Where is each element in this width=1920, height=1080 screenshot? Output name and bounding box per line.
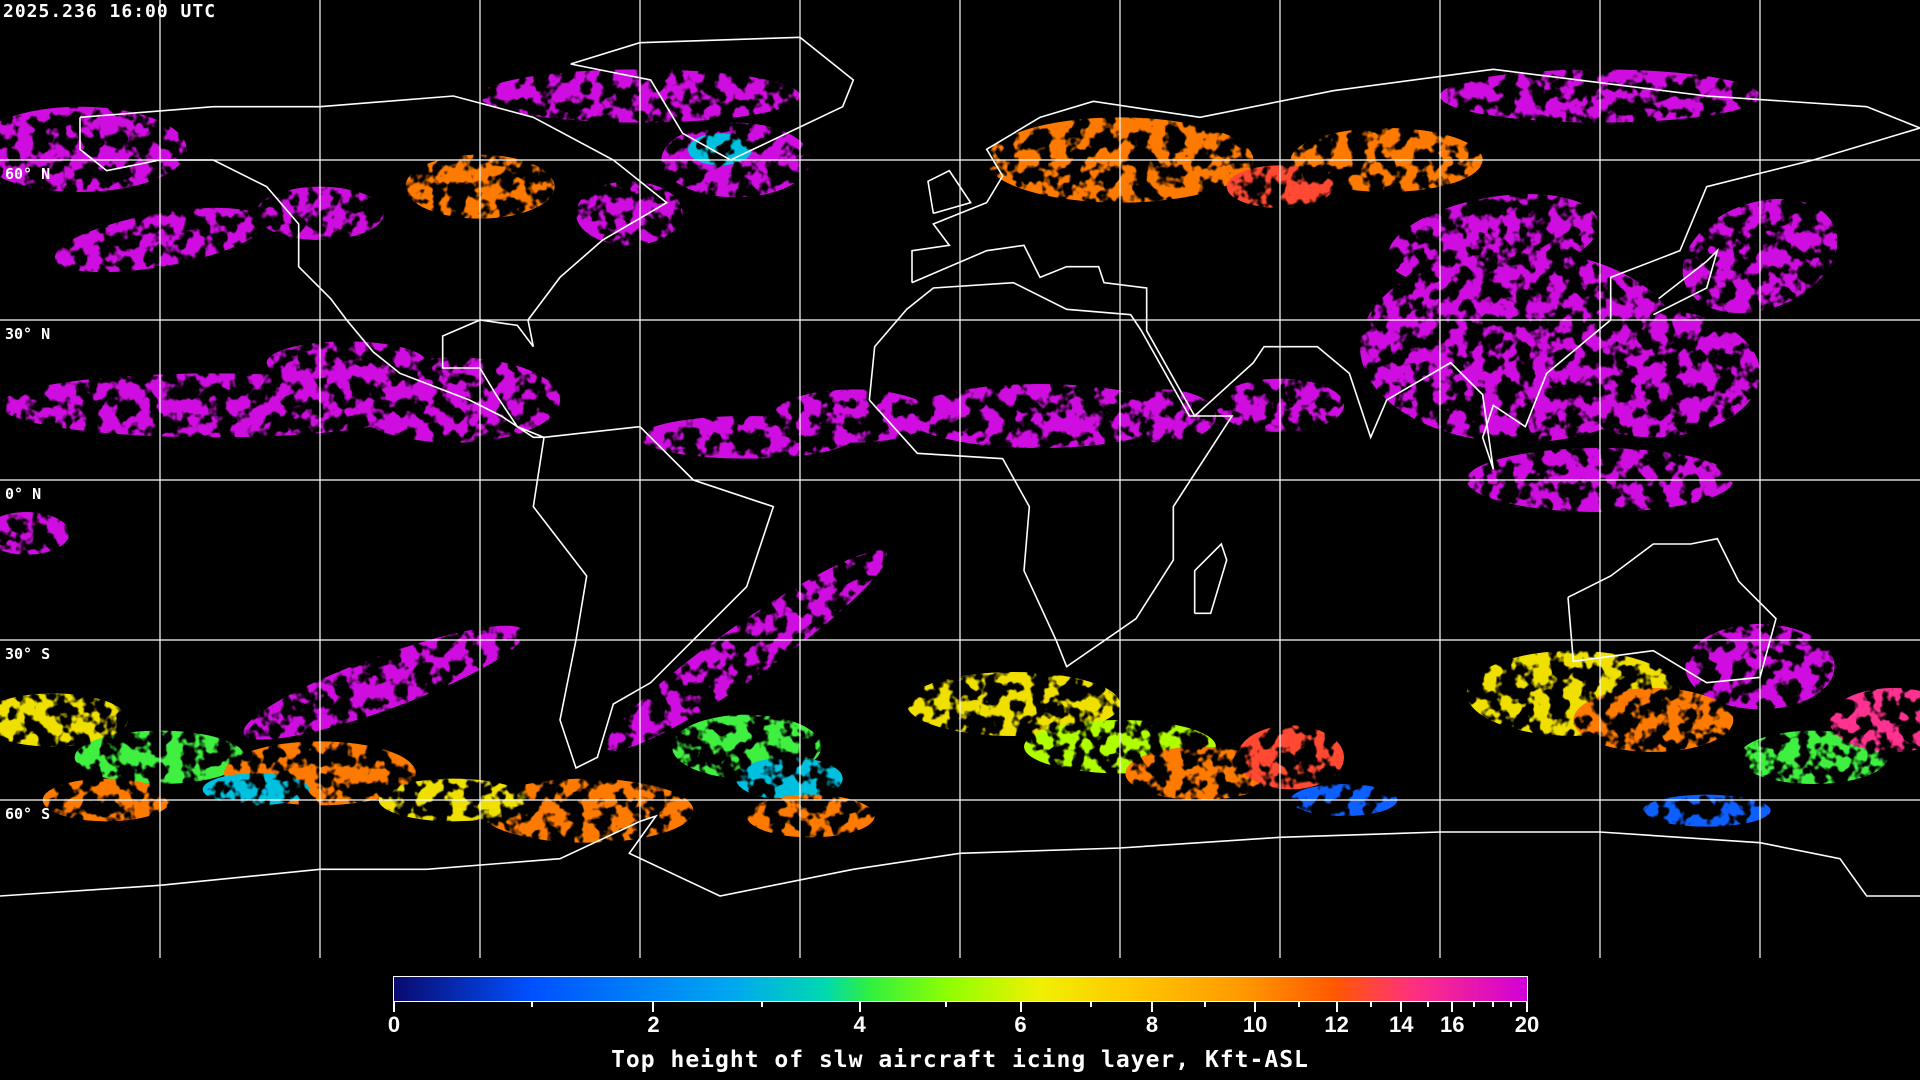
major-tick xyxy=(858,1002,861,1012)
colorbar-title: Top height of slw aircraft icing layer, … xyxy=(611,1047,1309,1073)
icing-cloud-patch xyxy=(1546,309,1761,438)
icing-cloud-patch xyxy=(1237,725,1344,790)
minor-tick xyxy=(1510,1002,1513,1007)
icing-cloud-patch xyxy=(202,773,310,806)
lat-label-30s: 30° S xyxy=(5,645,51,663)
icing-cloud-patch xyxy=(746,794,875,838)
major-tick xyxy=(1400,1002,1403,1012)
icing-cloud-patch xyxy=(0,106,187,192)
minor-tick xyxy=(531,1002,534,1007)
icing-cloud-patch xyxy=(1573,688,1734,752)
lat-label-60n: 60° N xyxy=(5,165,51,183)
icing-cloud-patch xyxy=(736,757,843,801)
minor-tick xyxy=(761,1002,764,1007)
major-tick xyxy=(1451,1002,1454,1012)
icing-cloud-patch xyxy=(1642,794,1771,827)
major-tick xyxy=(1526,1002,1528,1012)
colorbar-tick-label: 16 xyxy=(1439,1012,1465,1037)
colorbar-ticks: 0 2 4 6 8 10 12 14 16 20 xyxy=(388,1002,1539,1042)
major-tick xyxy=(652,1002,655,1012)
minor-tick xyxy=(1472,1002,1475,1007)
colorbar-tick-label: 0 xyxy=(387,1012,401,1037)
colorbar-tick-label: 8 xyxy=(1145,1012,1159,1037)
icing-cloud-patch xyxy=(773,389,934,443)
icing-cloud-patch xyxy=(1829,688,1920,752)
minor-tick xyxy=(1204,1002,1207,1007)
coastlines xyxy=(0,36,1920,897)
minor-tick xyxy=(1369,1002,1372,1007)
icing-cloud-patch xyxy=(576,181,683,246)
minor-tick xyxy=(1427,1002,1430,1007)
major-tick xyxy=(1254,1002,1257,1012)
colorbar-tick-label: 4 xyxy=(853,1012,866,1037)
coastline-eurasia xyxy=(911,68,1920,470)
icing-cloud-patch xyxy=(606,550,888,751)
colorbar-tick-label: 6 xyxy=(1014,1012,1027,1037)
minor-tick xyxy=(1492,1002,1494,1007)
coastline-australia xyxy=(1567,537,1777,684)
icing-cloud-patch xyxy=(243,625,525,740)
colorbar-tick-label: 12 xyxy=(1324,1012,1349,1037)
lat-label-30n: 30° N xyxy=(5,325,51,343)
icing-cloud-patch xyxy=(266,341,427,384)
minor-tick xyxy=(1089,1002,1092,1007)
lat-label-0n: 0° N xyxy=(5,485,42,503)
colorbar-tick-label: 10 xyxy=(1242,1012,1268,1037)
coastline-japan xyxy=(1652,247,1719,316)
icing-cloud-patch xyxy=(1125,746,1275,800)
colorbar-tick-label: 14 xyxy=(1388,1012,1414,1037)
icing-map xyxy=(0,0,1920,958)
icing-cloud-patch xyxy=(1388,194,1599,286)
icing-cloud-patch xyxy=(0,693,128,747)
major-tick xyxy=(393,1002,395,1012)
coastline-south-america xyxy=(532,425,775,770)
colorbar xyxy=(393,976,1528,1002)
icing-cloud-patch xyxy=(1109,389,1216,443)
minor-tick xyxy=(944,1002,947,1007)
major-tick xyxy=(1019,1002,1022,1012)
coastline-africa xyxy=(868,281,1234,668)
timestamp: 2025.236 16:00 UTC xyxy=(3,1,217,22)
icing-cloud-patch xyxy=(0,512,70,555)
colorbar-tick-label: 20 xyxy=(1514,1012,1540,1037)
minor-tick xyxy=(1298,1002,1301,1007)
coastline-greenland xyxy=(570,36,855,161)
icing-cloud-patch xyxy=(346,357,560,443)
major-tick xyxy=(1335,1002,1338,1012)
coastline-madagascar xyxy=(1193,542,1228,615)
icing-cloud-patch xyxy=(906,384,1174,448)
colorbar-tick-label: 2 xyxy=(647,1012,660,1037)
major-tick xyxy=(1150,1002,1153,1012)
icing-cloud-patch xyxy=(1738,730,1889,784)
lat-label-60s: 60° S xyxy=(5,805,51,823)
coastline-uk xyxy=(927,169,972,215)
lat-lon-grid xyxy=(0,0,1920,958)
